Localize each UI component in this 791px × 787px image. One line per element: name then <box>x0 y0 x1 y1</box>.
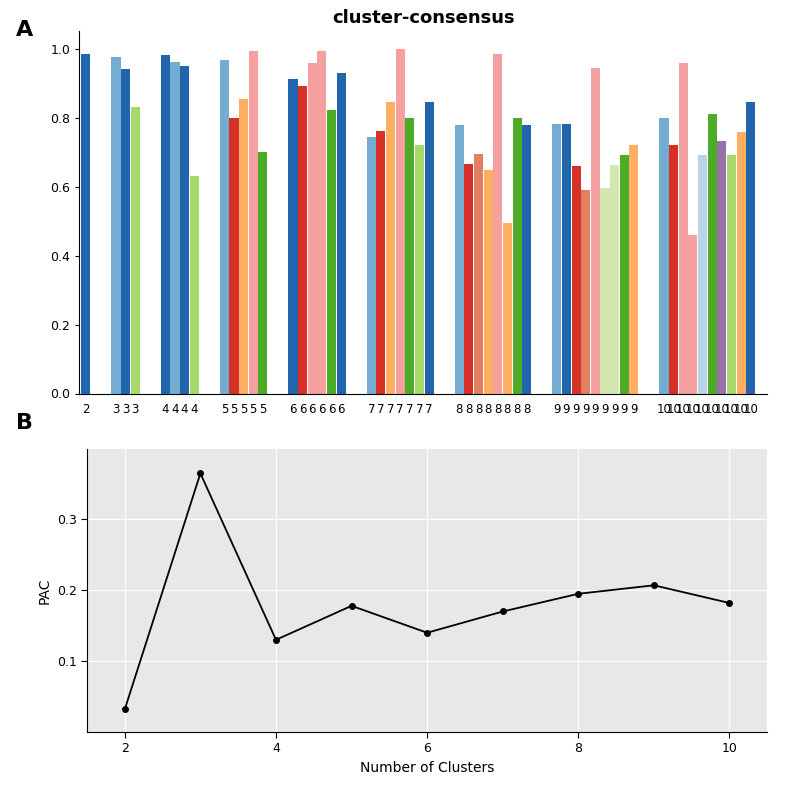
Text: B: B <box>16 413 32 433</box>
Bar <box>386 102 395 394</box>
Bar <box>131 107 140 394</box>
Bar <box>620 155 629 394</box>
Bar <box>688 235 698 394</box>
Bar <box>591 68 600 394</box>
Bar <box>562 124 571 394</box>
Bar <box>717 141 726 394</box>
Bar <box>610 165 619 394</box>
Text: A: A <box>16 20 33 39</box>
Bar <box>572 166 581 394</box>
Bar <box>220 60 229 394</box>
Bar <box>239 98 248 394</box>
Bar <box>229 118 239 394</box>
Bar <box>494 54 502 394</box>
Bar <box>405 118 414 394</box>
Bar <box>377 131 385 393</box>
Bar <box>746 102 755 394</box>
Bar <box>552 124 562 394</box>
Bar <box>455 124 464 394</box>
Bar <box>317 51 327 394</box>
Bar <box>415 145 424 394</box>
Bar <box>248 51 258 394</box>
Bar <box>503 223 512 394</box>
Bar <box>708 113 717 393</box>
Bar <box>259 152 267 394</box>
Bar <box>425 102 433 394</box>
Title: cluster-consensus: cluster-consensus <box>332 9 514 27</box>
Bar <box>170 62 180 394</box>
Bar <box>600 188 610 394</box>
Bar <box>660 118 668 394</box>
Bar <box>298 86 307 394</box>
Bar <box>669 145 678 394</box>
Bar <box>698 155 707 394</box>
Bar <box>727 155 736 394</box>
X-axis label: Number of Clusters: Number of Clusters <box>360 761 494 775</box>
Bar <box>308 62 317 394</box>
Bar <box>464 164 473 394</box>
Bar <box>112 57 120 394</box>
Bar <box>190 176 199 394</box>
Bar <box>736 132 746 394</box>
Bar <box>161 55 170 394</box>
Bar <box>396 50 405 394</box>
Bar <box>337 73 346 394</box>
Bar <box>121 68 131 394</box>
Bar <box>327 110 336 394</box>
Bar <box>581 190 590 394</box>
Bar <box>367 137 376 394</box>
Bar <box>522 124 532 394</box>
Y-axis label: PAC: PAC <box>37 577 51 604</box>
Bar <box>679 62 688 394</box>
Bar <box>180 66 189 394</box>
Bar <box>513 118 521 394</box>
Bar <box>483 170 493 394</box>
Bar <box>81 54 90 394</box>
Bar <box>289 79 297 394</box>
Bar <box>474 154 483 394</box>
Bar <box>630 145 638 394</box>
